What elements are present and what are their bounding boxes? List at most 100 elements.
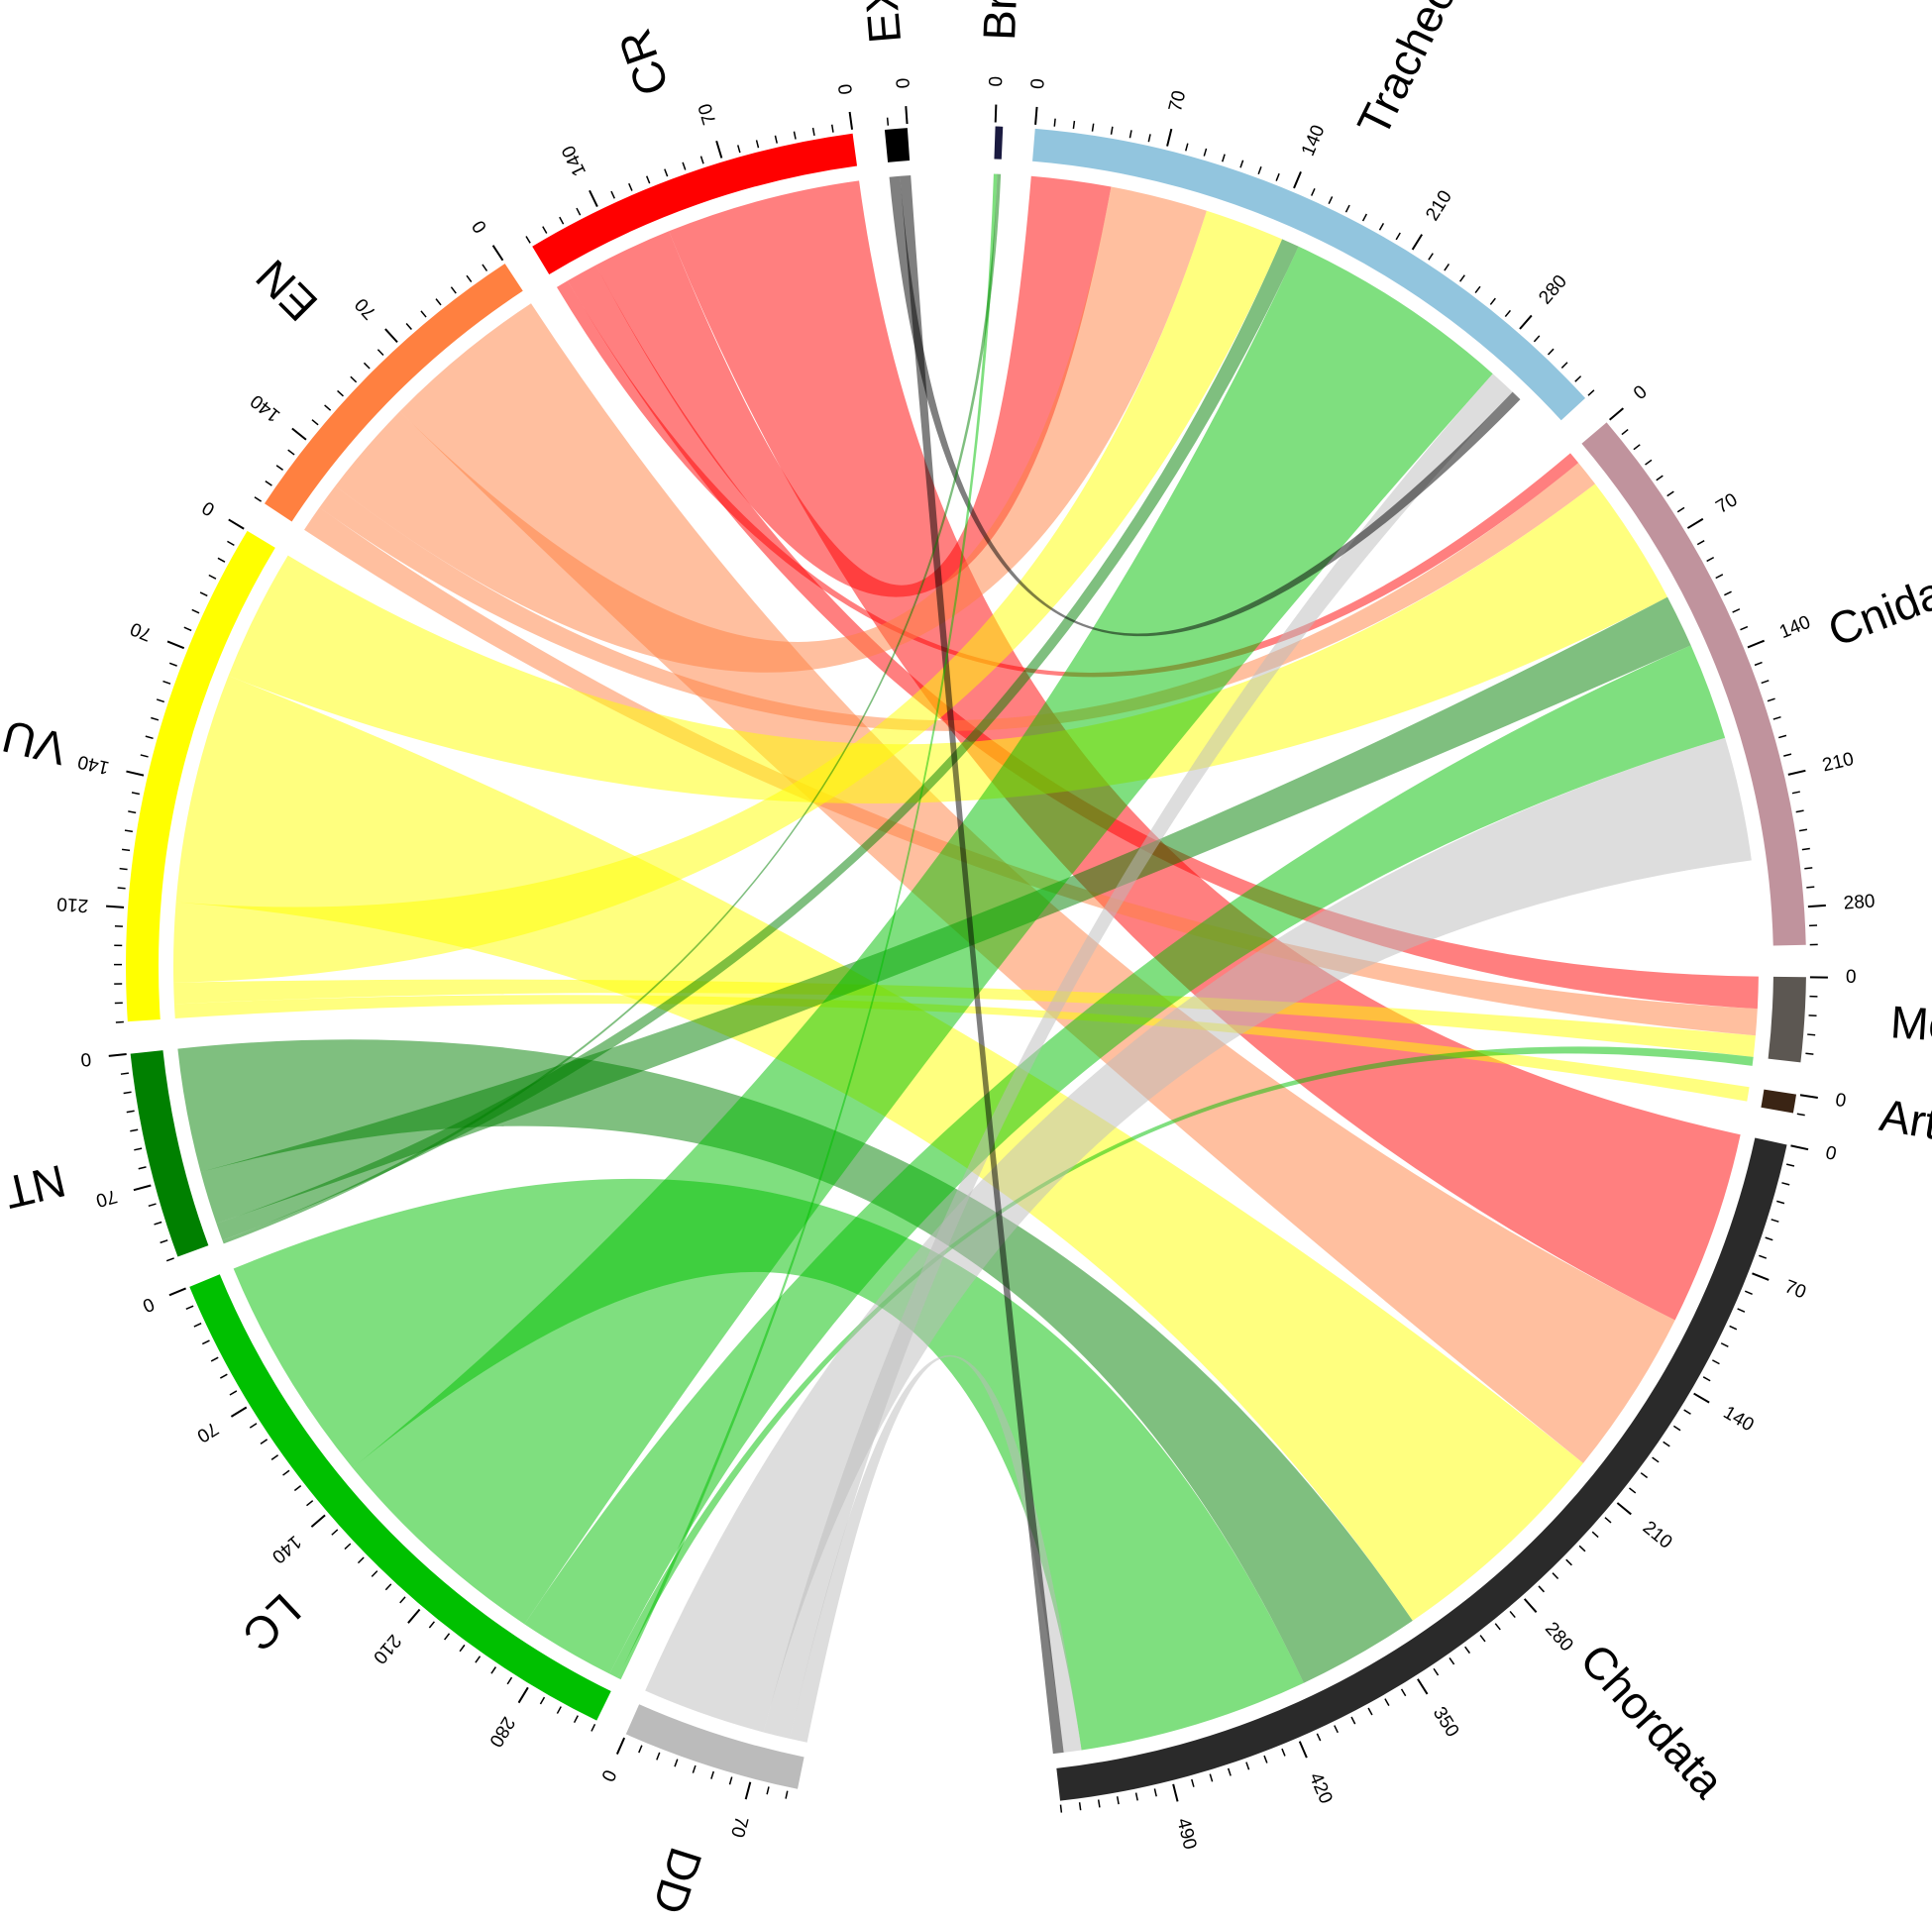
major-tick (168, 1287, 186, 1297)
minor-tick (1629, 1487, 1637, 1494)
minor-tick (674, 1759, 679, 1767)
tick-label: 0 (199, 496, 219, 519)
minor-tick (1759, 1254, 1768, 1259)
sector-label-lc: LC (233, 1584, 310, 1661)
minor-tick (1633, 444, 1641, 451)
minor-tick (1328, 196, 1334, 205)
minor-tick (219, 1373, 228, 1379)
link-cr-chordata (669, 180, 1741, 1321)
tick-label: 70 (351, 293, 380, 323)
tick-label: 0 (596, 1766, 619, 1784)
minor-tick (664, 168, 669, 177)
minor-tick (1806, 886, 1815, 889)
minor-tick (1128, 130, 1132, 139)
sector-mollusca (1768, 976, 1806, 1063)
major-tick (994, 104, 998, 123)
minor-tick (1744, 1290, 1753, 1295)
sector-tracheophyta (1032, 128, 1586, 421)
tick-label: 0 (79, 1048, 92, 1070)
minor-tick (1257, 165, 1262, 175)
minor-tick (1776, 1200, 1785, 1205)
minor-tick (774, 135, 778, 144)
minor-tick (1072, 120, 1076, 130)
minor-tick (1640, 1472, 1649, 1479)
minor-tick (1702, 1376, 1711, 1382)
tick-label: 70 (1781, 1276, 1808, 1303)
minor-tick (1771, 1219, 1779, 1223)
minor-tick (1097, 1799, 1101, 1808)
minor-tick (1706, 556, 1715, 563)
tick-label: 70 (1713, 489, 1742, 518)
minor-tick (191, 608, 200, 614)
minor-tick (737, 145, 741, 154)
minor-tick (275, 465, 284, 472)
minor-tick (260, 1439, 268, 1444)
major-tick (491, 245, 504, 262)
minor-tick (1367, 1707, 1373, 1716)
minor-tick (201, 1339, 210, 1345)
minor-tick (350, 375, 358, 383)
minor-tick (1533, 335, 1541, 343)
minor-tick (151, 716, 160, 721)
major-tick (1807, 904, 1826, 908)
minor-tick (1591, 1531, 1599, 1539)
minor-tick (1795, 809, 1804, 813)
minor-tick (1464, 1646, 1471, 1655)
minor-tick (1222, 154, 1226, 162)
minor-tick (119, 867, 128, 871)
minor-tick (344, 1543, 352, 1550)
minor-tick (311, 419, 319, 426)
minor-tick (123, 1091, 132, 1095)
minor-tick (420, 310, 427, 318)
sector-label-cr: CR (608, 23, 679, 102)
minor-tick (130, 1128, 139, 1132)
minor-tick (692, 1764, 697, 1773)
minor-tick (638, 1745, 643, 1754)
major-tick (1787, 769, 1806, 776)
minor-tick (886, 117, 890, 126)
minor-tick (227, 540, 235, 546)
minor-tick (1604, 1517, 1612, 1524)
minor-tick (117, 887, 126, 890)
minor-tick (1621, 428, 1629, 436)
minor-tick (1474, 285, 1481, 294)
tick-label: 70 (695, 101, 720, 127)
minor-tick (1310, 188, 1316, 196)
tick-label: 140 (76, 751, 112, 779)
major-tick (589, 189, 598, 208)
minor-tick (1785, 1163, 1795, 1167)
minor-tick (1361, 213, 1368, 222)
major-tick (133, 1184, 152, 1192)
minor-tick (573, 1715, 579, 1724)
minor-tick (1761, 680, 1770, 685)
tick-label: 70 (193, 1418, 222, 1446)
minor-tick (1053, 118, 1056, 127)
minor-tick (444, 1633, 451, 1641)
minor-tick (193, 1323, 202, 1328)
minor-tick (1663, 1441, 1670, 1447)
major-tick (384, 328, 398, 344)
minor-tick (154, 1221, 162, 1226)
major-tick (1523, 1598, 1538, 1614)
tick-label: 420 (1305, 1769, 1337, 1806)
minor-tick (1683, 1409, 1691, 1415)
minor-tick (306, 1500, 314, 1507)
minor-tick (1479, 1635, 1486, 1643)
minor-tick (785, 1790, 789, 1799)
minor-tick (384, 1583, 392, 1591)
minor-tick (1765, 1236, 1773, 1241)
minor-tick (1091, 123, 1095, 132)
sector-label-chordata: Chordata (1570, 1634, 1735, 1808)
minor-tick (1732, 608, 1741, 613)
sector-cnidaria (1581, 422, 1806, 946)
tick-label: 0 (1824, 1142, 1839, 1165)
minor-tick (293, 1485, 302, 1492)
sector-ex (884, 128, 911, 162)
tick-label: 140 (1298, 122, 1330, 159)
minor-tick (1449, 1656, 1455, 1665)
minor-tick (1672, 1425, 1681, 1432)
minor-tick (217, 557, 226, 563)
sector-vu (126, 530, 275, 1022)
minor-tick (1724, 590, 1732, 596)
tick-label: 210 (1422, 187, 1456, 225)
